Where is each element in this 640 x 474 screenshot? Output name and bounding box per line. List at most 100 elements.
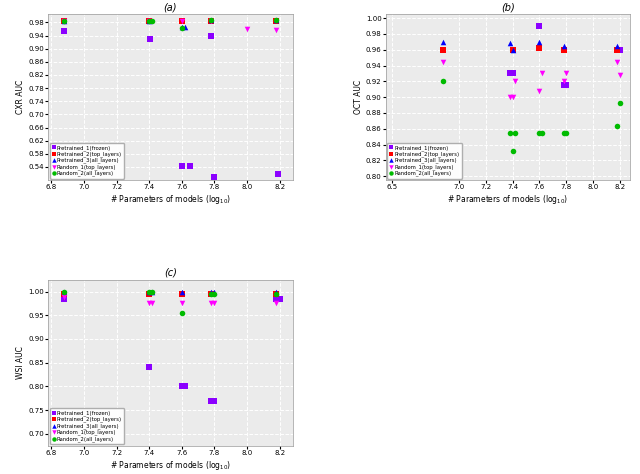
Point xyxy=(534,22,545,30)
Point xyxy=(537,70,547,77)
Point xyxy=(177,18,187,25)
Point xyxy=(206,397,216,404)
Legend: Pretrained_1(frozen), Pretrained_2(top_layers), Pretrained_3(all_layers), Random: Pretrained_1(frozen), Pretrained_2(top_l… xyxy=(387,143,462,179)
Point xyxy=(59,18,69,25)
Point xyxy=(271,300,282,307)
Point xyxy=(242,25,252,33)
Point xyxy=(209,291,220,298)
Point xyxy=(59,18,69,25)
Point xyxy=(537,129,547,137)
Point xyxy=(275,295,285,302)
Point xyxy=(438,38,448,46)
Legend: Pretrained_1(frozen), Pretrained_2(top_layers), Pretrained_3(all_layers), Random: Pretrained_1(frozen), Pretrained_2(top_l… xyxy=(49,408,124,444)
Point xyxy=(438,78,448,85)
Point xyxy=(185,162,195,170)
Point xyxy=(206,18,216,25)
Point xyxy=(177,289,187,296)
Point xyxy=(209,289,220,296)
Point xyxy=(177,300,187,307)
Point xyxy=(438,58,448,65)
Point xyxy=(559,82,569,89)
Point xyxy=(534,38,545,46)
Point xyxy=(505,40,515,47)
Point xyxy=(534,129,545,137)
Point xyxy=(209,300,220,307)
Y-axis label: CXR AUC: CXR AUC xyxy=(16,80,26,114)
Title: (b): (b) xyxy=(501,2,515,12)
Point xyxy=(561,70,572,77)
Point xyxy=(59,288,69,296)
Point xyxy=(206,289,216,296)
Point xyxy=(177,25,187,32)
Point xyxy=(612,46,622,54)
Point xyxy=(144,300,154,307)
Point xyxy=(510,129,520,137)
Point xyxy=(180,23,190,31)
Point xyxy=(145,35,155,43)
Point xyxy=(614,100,625,107)
Point xyxy=(614,46,625,54)
Point xyxy=(559,46,569,54)
Point xyxy=(614,71,625,79)
Point xyxy=(177,383,187,390)
Point xyxy=(180,383,190,390)
Point xyxy=(147,18,157,25)
Point xyxy=(144,18,154,25)
Point xyxy=(271,290,282,298)
Point xyxy=(144,289,154,296)
Point xyxy=(612,58,622,65)
Point xyxy=(177,162,187,170)
Point xyxy=(206,17,216,25)
Point xyxy=(144,18,154,25)
Point xyxy=(271,289,282,296)
Point xyxy=(561,129,572,137)
Point xyxy=(534,87,545,95)
Point xyxy=(275,185,285,193)
Point xyxy=(177,18,187,25)
Point xyxy=(144,364,154,371)
Point xyxy=(508,147,518,155)
Point xyxy=(534,45,545,52)
Point xyxy=(559,129,569,137)
Point xyxy=(438,46,448,54)
X-axis label: # Parameters of models (log$_{10}$): # Parameters of models (log$_{10}$) xyxy=(109,193,231,206)
Point xyxy=(147,289,157,296)
Point xyxy=(508,70,518,77)
X-axis label: # Parameters of models (log$_{10}$): # Parameters of models (log$_{10}$) xyxy=(447,193,569,206)
Point xyxy=(559,78,569,85)
Point xyxy=(505,93,515,101)
Point xyxy=(559,42,569,50)
Point xyxy=(59,18,69,25)
Point xyxy=(144,289,154,296)
Point xyxy=(59,295,69,302)
Y-axis label: WSI AUC: WSI AUC xyxy=(16,346,26,379)
Point xyxy=(144,18,154,25)
Point xyxy=(612,123,622,130)
Point xyxy=(144,18,154,25)
Legend: Pretrained_1(frozen), Pretrained_2(top_layers), Pretrained_3(all_layers), Random: Pretrained_1(frozen), Pretrained_2(top_l… xyxy=(49,143,124,179)
Point xyxy=(438,46,448,54)
Title: (c): (c) xyxy=(164,267,177,277)
Point xyxy=(206,32,216,39)
Point xyxy=(612,42,622,50)
Point xyxy=(271,26,282,34)
Point xyxy=(271,291,282,298)
X-axis label: # Parameters of models (log$_{10}$): # Parameters of models (log$_{10}$) xyxy=(109,458,231,472)
Title: (a): (a) xyxy=(164,2,177,12)
Point xyxy=(177,23,187,31)
Point xyxy=(206,290,216,298)
Point xyxy=(271,295,282,302)
Point xyxy=(144,18,154,25)
Point xyxy=(271,17,282,24)
Point xyxy=(508,93,518,101)
Point xyxy=(271,17,282,24)
Point xyxy=(612,46,622,54)
Point xyxy=(561,82,572,89)
Point xyxy=(177,290,187,298)
Point xyxy=(271,17,282,25)
Point xyxy=(206,17,216,24)
Point xyxy=(206,300,216,307)
Point xyxy=(59,288,69,296)
Point xyxy=(144,290,154,298)
Point xyxy=(206,17,216,24)
